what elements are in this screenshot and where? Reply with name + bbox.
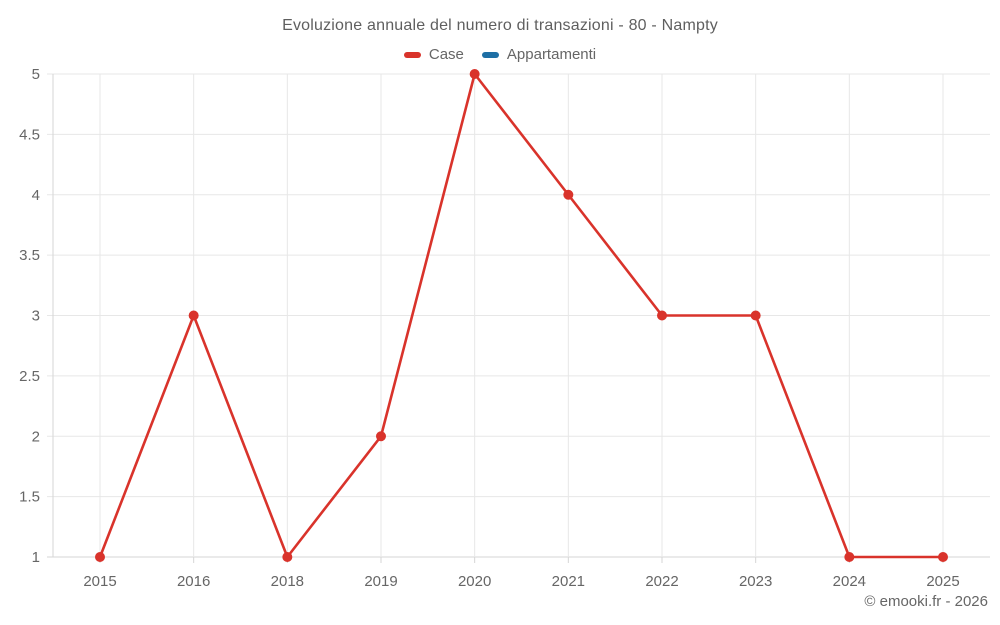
y-tick-label: 4.5 [19, 126, 40, 143]
y-gridlines: 1 1.5 2 2.5 3 3.5 4 4.5 5 [19, 66, 990, 566]
data-point-case-2022[interactable] [657, 310, 667, 321]
data-point-case-2019[interactable] [376, 431, 386, 442]
legend-swatch-appartamenti-icon [481, 51, 499, 58]
legend: Case Appartamenti [0, 46, 1000, 63]
data-point-case-2018[interactable] [282, 552, 293, 562]
legend-item-case[interactable]: Case [403, 46, 464, 63]
y-tick-label: 2.5 [19, 368, 40, 385]
y-tick-label: 1 [32, 549, 40, 566]
legend-item-appartamenti[interactable]: Appartamenti [481, 46, 597, 63]
x-tick-label: 2024 [833, 573, 866, 590]
y-tick-label: 2 [32, 428, 40, 445]
x-tick-label: 2022 [645, 573, 678, 590]
y-tick-label: 4 [32, 187, 40, 204]
x-tick-label: 2019 [364, 573, 397, 590]
x-tick-label: 2015 [83, 573, 116, 590]
y-tick-label: 3 [32, 308, 40, 325]
data-point-case-2020[interactable] [469, 69, 480, 79]
x-tick-label: 2021 [552, 573, 585, 590]
data-point-case-2023[interactable] [750, 310, 761, 321]
x-tick-label: 2020 [458, 573, 491, 590]
series-case [95, 69, 948, 562]
x-tick-label: 2018 [271, 573, 304, 590]
legend-label-appartamenti: Appartamenti [506, 46, 597, 63]
legend-label-case: Case [428, 46, 464, 63]
x-tick-label: 2023 [739, 573, 772, 590]
chart-title: Evoluzione annuale del numero di transaz… [282, 17, 718, 34]
x-tick-label: 2025 [926, 573, 959, 590]
y-tick-label: 5 [32, 66, 40, 83]
y-tick-label: 3.5 [19, 247, 40, 264]
data-point-case-2015[interactable] [95, 552, 105, 562]
legend-swatch-case-icon [403, 51, 421, 58]
data-point-case-2025[interactable] [938, 552, 948, 562]
y-tick-label: 1.5 [19, 489, 40, 506]
x-tick-label: 2016 [177, 573, 210, 590]
attribution: © emooki.fr - 2026 [864, 593, 988, 610]
data-point-case-2016[interactable] [188, 310, 199, 321]
data-point-case-2024[interactable] [844, 552, 855, 562]
x-gridlines: 2015 2016 2018 2019 2020 2021 2022 2023 2024 2025 [83, 74, 960, 590]
series-line-case [98, 72, 945, 559]
data-point-case-2021[interactable] [563, 189, 574, 200]
